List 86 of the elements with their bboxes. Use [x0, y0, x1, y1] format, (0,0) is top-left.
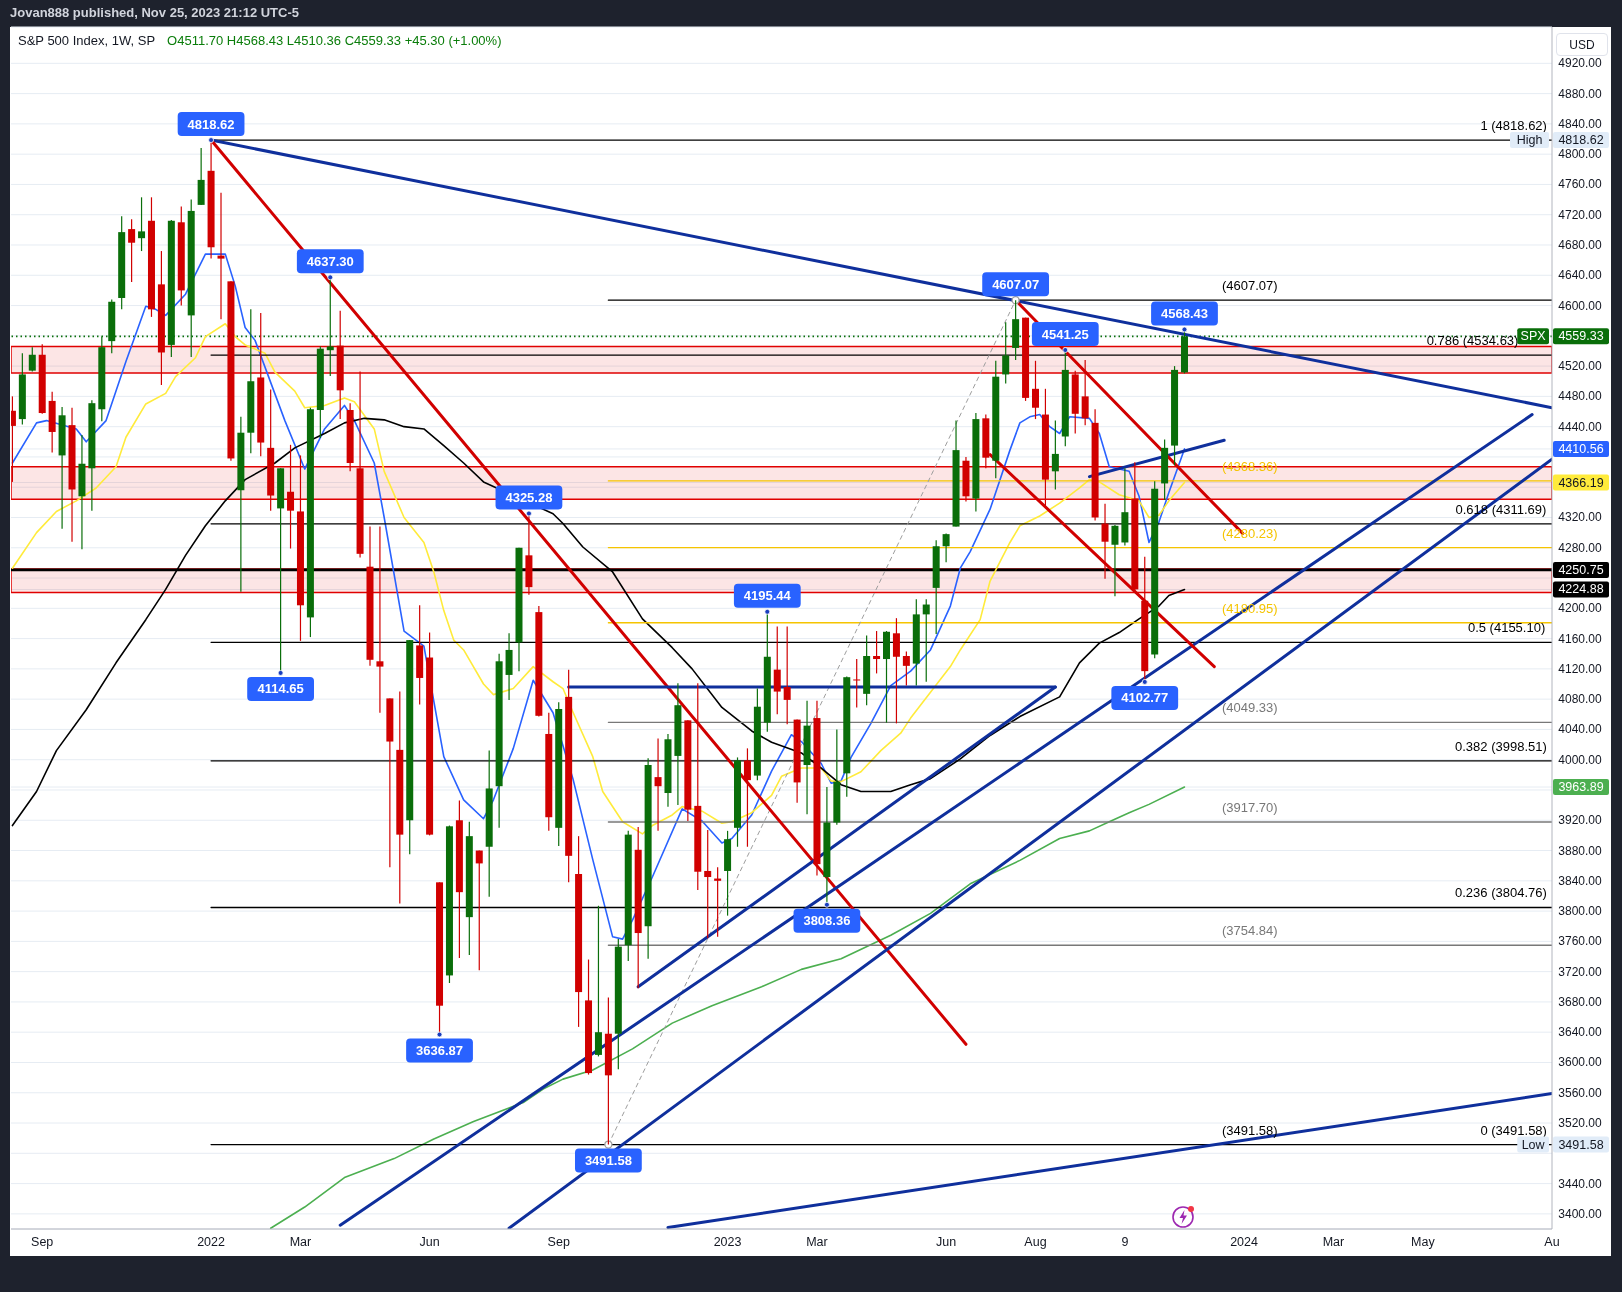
x-tick-label: 2022: [197, 1235, 226, 1249]
x-tick-label: Sep: [31, 1235, 54, 1249]
annotation: 3636.87: [416, 1043, 464, 1059]
y-tick-label: 4224.88: [1558, 582, 1604, 597]
y-tick-label: 4680.00: [1558, 237, 1603, 252]
y-tick-label: 3600.00: [1558, 1055, 1603, 1070]
annotation: Low: [1521, 1137, 1546, 1152]
x-tick-label: Jun: [419, 1235, 440, 1249]
annotation: 0.5 (4155.10): [1467, 620, 1546, 636]
y-tick-label: 3920.00: [1558, 813, 1603, 828]
y-tick-label: 3440.00: [1558, 1176, 1603, 1191]
x-tick-label: 9: [1121, 1235, 1129, 1249]
y-tick-label: 4160.00: [1558, 631, 1603, 646]
y-tick-label: 4720.00: [1558, 207, 1603, 222]
annotation: 0.382 (3998.51): [1455, 738, 1547, 754]
annotation: 4114.65: [257, 681, 304, 697]
annotation: 4818.62: [187, 116, 235, 132]
annotation: 3808.36: [803, 913, 851, 929]
x-tick-label: 2023: [713, 1235, 742, 1249]
annotation: 0.786 (4534.63): [1426, 333, 1519, 349]
y-tick-label: 4410.56: [1558, 441, 1604, 456]
y-tick-label: 3963.89: [1558, 780, 1604, 795]
y-tick-label: 3880.00: [1558, 843, 1603, 858]
y-tick-label: 4520.00: [1558, 359, 1603, 374]
y-tick-label: 4440.00: [1558, 419, 1603, 434]
y-tick-label: 4000.00: [1558, 752, 1603, 767]
y-tick-label: 4840.00: [1558, 116, 1603, 131]
x-tick-label: Mar: [1322, 1235, 1345, 1249]
y-tick-label: 4320.00: [1558, 510, 1603, 525]
y-tick-label: 3520.00: [1558, 1116, 1603, 1131]
text: O4511.70 H4568.43 L4510.36 C4559.33 +45.30 (+1.00%): [167, 33, 502, 48]
x-tick-label: Mar: [806, 1235, 828, 1249]
y-tick-label: 3640.00: [1558, 1025, 1603, 1040]
data-label: 4818.62: [1558, 133, 1604, 148]
y-tick-label: 3680.00: [1558, 994, 1603, 1009]
x-tick-label: Sep: [547, 1235, 570, 1249]
x-tick-label: Aug: [1024, 1235, 1047, 1249]
y-tick-label: 3560.00: [1558, 1085, 1603, 1100]
y-tick-label: 4080.00: [1558, 692, 1603, 707]
y-tick-label: 4760.00: [1558, 177, 1603, 192]
y-tick-label: 3800.00: [1558, 904, 1603, 919]
y-tick-label: 4040.00: [1558, 722, 1603, 737]
y-tick-label: 4280.00: [1558, 540, 1603, 555]
x-tick-label: Mar: [289, 1235, 312, 1249]
x-tick-label: Jun: [936, 1235, 957, 1249]
text: S&P 500 Index, 1W, SP: [18, 33, 156, 48]
y-axis-title: USD: [1556, 33, 1608, 56]
annotation: 4607.07: [992, 276, 1040, 292]
annotation: (4280.23): [1221, 525, 1278, 541]
x-tick-label: May: [1411, 1235, 1436, 1249]
y-tick-label: 4880.00: [1558, 86, 1603, 101]
ref-line-label: 4250.75: [1558, 562, 1604, 577]
y-tick-label: 4600.00: [1558, 298, 1603, 313]
x-tick-label: 2024: [1230, 1235, 1259, 1249]
y-tick-label: 3400.00: [1558, 1206, 1603, 1221]
annotation: 4541.25: [1041, 326, 1089, 342]
y-tick-label: 4640.00: [1558, 268, 1603, 283]
y-tick-label: 4480.00: [1558, 389, 1603, 404]
y-tick-label: 4200.00: [1558, 601, 1603, 616]
x-tick-label: Au: [1544, 1235, 1560, 1249]
annotation: 4195.44: [743, 588, 792, 604]
y-tick-label: 3760.00: [1558, 934, 1603, 949]
y-tick-label: 4920.00: [1558, 56, 1603, 71]
annotation: 1 (4818.62): [1480, 118, 1547, 134]
data-label: 3491.58: [1558, 1137, 1604, 1152]
y-tick-label: 4366.19: [1558, 475, 1604, 490]
annotation: (4049.33): [1221, 700, 1278, 716]
annotation: 3491.58: [584, 1153, 632, 1169]
annotation: 4568.43: [1160, 305, 1208, 321]
y-tick-label: 4120.00: [1558, 661, 1603, 676]
annotation: (3491.58): [1221, 1122, 1278, 1138]
annotation: 4637.30: [306, 253, 354, 269]
annotation: (3754.84): [1221, 923, 1278, 939]
annotation: 0.236 (3804.76): [1455, 885, 1547, 901]
annotation: High: [1516, 133, 1543, 148]
y-tick-label: 4800.00: [1558, 147, 1603, 162]
annotation: (3917.70): [1221, 800, 1278, 815]
annotation: (4607.07): [1221, 278, 1278, 294]
annotation: SPX: [1520, 329, 1547, 344]
annotation: 0 (3491.58): [1480, 1122, 1547, 1138]
annotation: 4325.28: [505, 489, 553, 505]
text: Jovan888 published, Nov 25, 2023 21:12 UTC-5: [10, 5, 300, 20]
annotation: 4102.77: [1121, 690, 1169, 706]
y-tick-label: 3840.00: [1558, 873, 1603, 888]
y-tick-label: 3720.00: [1558, 964, 1603, 979]
ref-line-label: 4559.33: [1558, 329, 1604, 344]
